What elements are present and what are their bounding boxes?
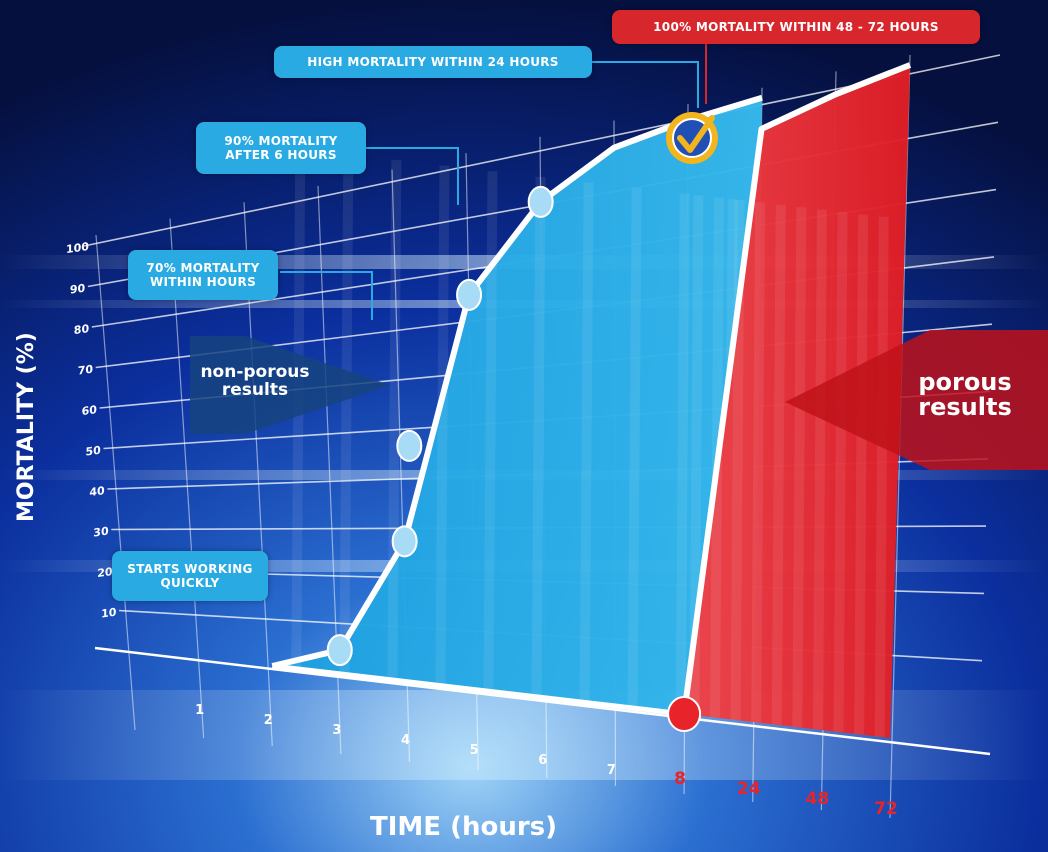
stripe — [751, 202, 766, 723]
x-tick-label: 5 — [470, 743, 479, 758]
callout-starts-working: STARTS WORKING QUICKLY — [112, 551, 268, 601]
y-tick-label: 20 — [97, 565, 113, 580]
y-tick-label: 80 — [74, 322, 90, 337]
x-tick-label: 6 — [538, 753, 547, 768]
data-marker — [527, 185, 554, 218]
stripe — [833, 211, 848, 733]
x-tick-label: 8 — [674, 769, 686, 789]
leader-line — [280, 271, 373, 320]
callout-100-mortality: 100% MORTALITY WITHIN 48 - 72 HOURS — [612, 10, 980, 44]
stripe — [792, 207, 807, 728]
stripe — [387, 159, 402, 681]
callout-leaders — [280, 44, 707, 320]
y-tick-label: 90 — [70, 282, 86, 297]
y-tick-label: 30 — [93, 525, 109, 540]
callout-70-mortality: 70% MORTALITY WITHIN HOURS — [128, 250, 278, 300]
data-marker — [667, 696, 702, 732]
stripe — [531, 176, 546, 697]
leader-line — [366, 147, 459, 205]
result-arrows — [190, 330, 1048, 470]
x-axis-title: TIME (hours) — [370, 812, 558, 842]
x-tick-label: 7 — [607, 763, 616, 778]
callout-high-mortality: HIGH MORTALITY WITHIN 24 HOURS — [274, 46, 592, 78]
y-tick-label: 60 — [82, 403, 98, 418]
y-tick-label: 10 — [101, 606, 117, 621]
x-tick-label: 4 — [401, 733, 410, 748]
stripe — [874, 216, 889, 737]
x-tick-label: 2 — [264, 713, 273, 728]
stripe — [339, 154, 354, 675]
porous-label: porous results — [918, 368, 1012, 422]
check-badge-icon — [666, 112, 718, 164]
x-tick-label: 24 — [737, 779, 761, 799]
stripe — [771, 204, 786, 725]
stripe — [435, 165, 450, 686]
series-line-porous — [681, 62, 912, 715]
y-axis-title: MORTALITY (%) — [14, 332, 39, 522]
area-non-porous — [272, 97, 762, 722]
stripe — [579, 182, 594, 703]
leader-line — [592, 61, 699, 108]
non-porous-arrow — [190, 336, 390, 434]
x-tick-labels: 1 2 3 4 5 6 7 8 24 48 72 — [195, 703, 898, 819]
non-porous-label: non-porous results — [200, 362, 310, 400]
stripe — [675, 193, 690, 714]
x-tick-label: 1 — [195, 703, 204, 718]
data-marker — [396, 429, 423, 462]
stripe — [483, 171, 498, 692]
stripe — [627, 187, 642, 709]
data-marker — [456, 278, 483, 311]
y-tick-labels: 10 20 30 40 50 60 70 80 90 100 — [66, 240, 117, 621]
callout-90-mortality: 90% MORTALITY AFTER 6 HOURS — [196, 122, 366, 174]
porous-arrow — [785, 330, 1048, 470]
x-tick-label: 72 — [874, 799, 898, 819]
stripe — [854, 214, 869, 735]
data-marker — [326, 634, 353, 667]
stripe — [812, 209, 827, 730]
y-tick-label: 70 — [78, 363, 94, 378]
data-marker — [391, 525, 418, 558]
markers — [326, 185, 702, 732]
y-tick-label: 100 — [66, 240, 89, 256]
y-tick-label: 40 — [89, 484, 105, 499]
x-tick-label: 48 — [806, 789, 830, 809]
x-tick-label: 3 — [332, 723, 341, 738]
y-tick-label: 50 — [86, 444, 102, 459]
